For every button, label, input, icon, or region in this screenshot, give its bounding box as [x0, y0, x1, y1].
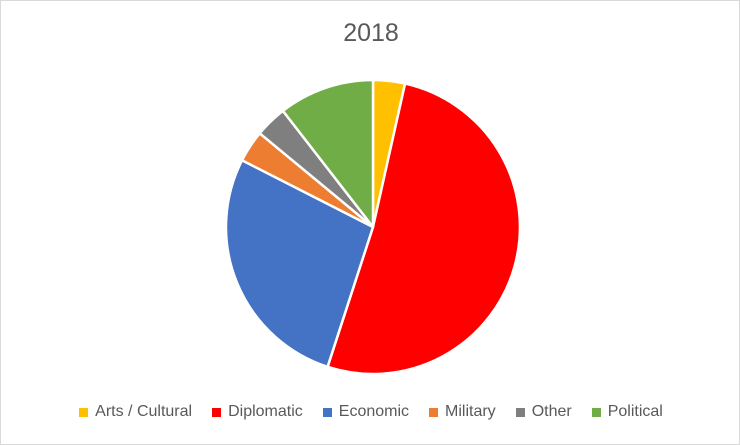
legend-item-arts-cultural: Arts / Cultural: [79, 403, 192, 421]
legend-label-economic: Economic: [338, 403, 410, 420]
legend-label-military: Military: [445, 403, 496, 420]
legend-swatch-other: [515, 407, 525, 417]
legend-label-diplomatic: Diplomatic: [228, 403, 303, 420]
chart-title: 2018: [343, 19, 399, 47]
legend-swatch-military: [429, 407, 439, 417]
legend-item-economic: Economic: [322, 403, 410, 421]
legend-item-political: Political: [591, 403, 663, 421]
pie-slice-economic: [224, 159, 375, 369]
legend-item-other: Other: [515, 403, 572, 421]
pie-slice-diplomatic: [326, 82, 522, 376]
legend-swatch-economic: [322, 407, 332, 417]
legend-label-arts-cultural: Arts / Cultural: [95, 403, 193, 420]
legend-label-other: Other: [531, 403, 572, 420]
legend-swatch-political: [591, 407, 601, 417]
legend-item-military: Military: [429, 403, 496, 421]
legend-swatch-arts-cultural: [79, 407, 89, 417]
pie-slice-political: [281, 78, 375, 229]
legend-item-diplomatic: Diplomatic: [212, 403, 303, 421]
legend: Arts / Cultural Diplomatic Economic Militar…: [1, 403, 740, 421]
legend-label-political: Political: [607, 403, 663, 420]
legend-swatch-diplomatic: [212, 407, 222, 417]
